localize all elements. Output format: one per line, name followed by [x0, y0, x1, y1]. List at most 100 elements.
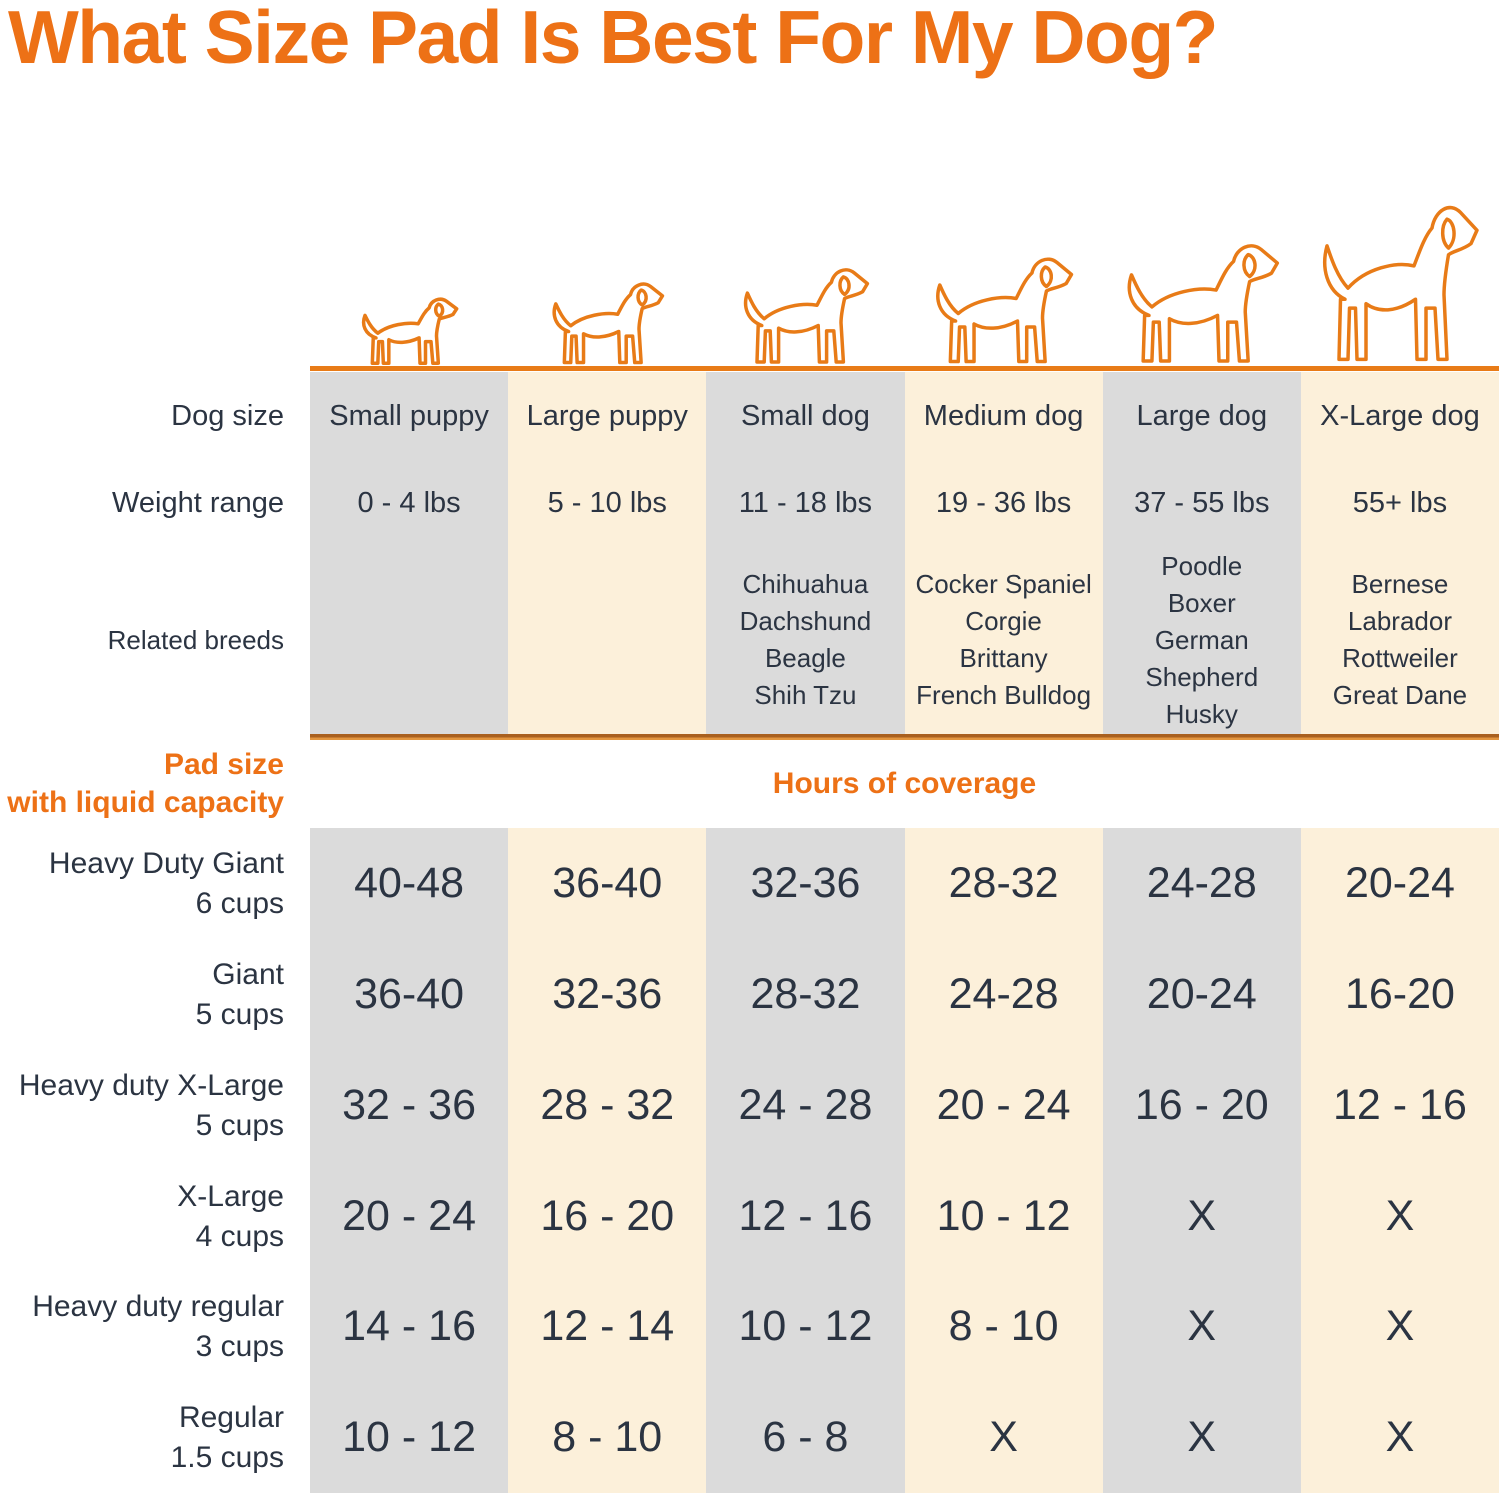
column-header: Medium dog — [923, 399, 1084, 432]
related-breeds-row: Related breeds Chihuahua Dachshund Beagl… — [0, 546, 1499, 734]
hours-cell: X — [1385, 1192, 1415, 1240]
pad-capacity: 5 cups — [195, 997, 284, 1031]
pad-capacity: 1.5 cups — [170, 1440, 284, 1474]
breeds-cell: Chihuahua Dachshund Beagle Shih Tzu — [706, 566, 904, 714]
weight-range-row: Weight range 0 - 4 lbs 5 - 10 lbs 11 - 1… — [0, 460, 1499, 546]
hours-cell: X — [1385, 1413, 1415, 1461]
column-header: Small puppy — [329, 399, 489, 432]
hours-cell: 28-32 — [750, 970, 861, 1018]
breed-item: Great Dane — [1332, 680, 1468, 710]
column-header: Small dog — [740, 399, 870, 432]
breed-item: Cocker Spaniel — [915, 569, 1092, 599]
hours-cell: 36-40 — [552, 859, 663, 907]
related-breeds-row-label: Related breeds — [107, 624, 284, 655]
pad-row-label: Heavy duty regular 3 cups — [0, 1287, 310, 1367]
hours-of-coverage-header: Hours of coverage — [772, 767, 1037, 800]
weight-cell: 19 - 36 lbs — [935, 486, 1072, 519]
column-stripe-medium-dog — [904, 372, 1103, 734]
hours-cell: 20-24 — [1146, 970, 1257, 1018]
column-stripe-medium-dog — [904, 828, 1103, 1493]
breed-item: Shih Tzu — [754, 680, 857, 710]
hours-cell: 12 - 14 — [540, 1302, 675, 1350]
hours-cell: 16-20 — [1344, 970, 1455, 1018]
pad-row-label: Regular 1.5 cups — [0, 1398, 310, 1478]
breeds-cell: Bernese Labrador Rottweiler Great Dane — [1301, 566, 1499, 714]
pad-size-label-line2: with liquid capacity — [7, 786, 284, 819]
hours-cell: 16 - 20 — [540, 1192, 675, 1240]
hours-cell: 24 - 28 — [738, 1081, 873, 1129]
pad-row-label: Giant 5 cups — [0, 955, 310, 1035]
hours-cell: 32-36 — [750, 859, 861, 907]
column-header: X-Large dog — [1320, 399, 1480, 432]
breed-item: Rottweiler — [1342, 643, 1458, 673]
dog-size-row-label: Dog size — [171, 399, 284, 432]
column-header: Large puppy — [526, 399, 688, 432]
weight-cell: 0 - 4 lbs — [357, 486, 461, 519]
hours-cell: 10 - 12 — [342, 1413, 477, 1461]
column-stripe-small-puppy — [310, 372, 509, 734]
hours-cell: 36-40 — [354, 970, 465, 1018]
hours-cell: 20-24 — [1344, 859, 1455, 907]
small-dog-icon — [733, 258, 877, 366]
breed-item: French Bulldog — [916, 680, 1092, 710]
pad-row-heavy-duty-giant: Heavy Duty Giant 6 cups 40-48 36-40 32-3… — [0, 828, 1499, 939]
hours-cell: X — [1385, 1302, 1415, 1350]
dog-size-row: Dog size Small puppy Large puppy Small d… — [0, 372, 1499, 460]
hours-cell: 24-28 — [1146, 859, 1257, 907]
breed-item: Boxer — [1167, 587, 1236, 618]
hours-cell: 32 - 36 — [342, 1081, 477, 1129]
pad-row-giant: Giant 5 cups 36-40 32-36 28-32 24-28 20-… — [0, 939, 1499, 1050]
hours-cell: 6 - 8 — [762, 1413, 849, 1461]
pad-row-x-large: X-Large 4 cups 20 - 24 16 - 20 12 - 16 1… — [0, 1161, 1499, 1272]
hours-cell: 12 - 16 — [738, 1192, 873, 1240]
pad-name: Giant — [212, 957, 284, 991]
breed-item: Brittany — [959, 643, 1048, 673]
hours-cell: X — [1187, 1413, 1217, 1461]
breed-item: Chihuahua — [742, 569, 869, 599]
breed-item: Husky — [1165, 698, 1238, 729]
hours-cell: 40-48 — [354, 859, 465, 907]
breed-item: Bernese — [1351, 569, 1449, 599]
weight-cell: 37 - 55 lbs — [1134, 486, 1270, 519]
hours-cell: 28 - 32 — [540, 1081, 675, 1129]
column-stripe-large-dog — [1102, 828, 1301, 1493]
large-puppy-dog-icon — [543, 274, 671, 366]
column-stripe-x-large-dog — [1300, 372, 1499, 734]
pad-row-label: Heavy Duty Giant 6 cups — [0, 844, 310, 924]
pad-size-row-label: Pad size with liquid capacity — [0, 746, 310, 822]
breeds-cell: Cocker Spaniel Corgie Brittany French Bu… — [905, 566, 1103, 714]
weight-cell: 11 - 18 lbs — [738, 486, 873, 519]
page-title: What Size Pad Is Best For My Dog? — [8, 0, 1218, 79]
x-large-dog-icon — [1309, 188, 1489, 366]
hours-cell: 12 - 16 — [1333, 1081, 1467, 1129]
weight-cell: 5 - 10 lbs — [547, 486, 667, 519]
column-stripe-large-dog — [1102, 372, 1301, 734]
breed-item: German Shepherd — [1145, 624, 1259, 692]
breed-item: Dachshund — [739, 606, 872, 636]
weight-range-row-label: Weight range — [112, 486, 284, 519]
column-stripe-large-puppy — [508, 828, 707, 1493]
pad-name: Regular — [178, 1400, 284, 1434]
pad-name: X-Large — [177, 1179, 284, 1213]
pad-name: Heavy duty X-Large — [18, 1068, 284, 1102]
hours-cell: 10 - 12 — [936, 1192, 1071, 1240]
hours-cell: 20 - 24 — [342, 1192, 477, 1240]
column-stripe-x-large-dog — [1300, 828, 1499, 1493]
hours-cell: 10 - 12 — [738, 1302, 873, 1350]
hours-cell: 32-36 — [552, 970, 663, 1018]
table-columns-background-bottom — [310, 828, 1499, 1493]
pad-row-regular: Regular 1.5 cups 10 - 12 8 - 10 6 - 8 X … — [0, 1382, 1499, 1493]
breeds-cell: Poodle Boxer German Shepherd Husky — [1103, 548, 1301, 733]
large-dog-icon — [1114, 231, 1289, 366]
pad-row-heavy-duty-x-large: Heavy duty X-Large 5 cups 32 - 36 28 - 3… — [0, 1050, 1499, 1161]
breed-item: Beagle — [764, 643, 846, 673]
hours-cell: 20 - 24 — [936, 1081, 1071, 1129]
pad-size-label-line1: Pad size — [163, 748, 284, 781]
column-stripe-small-dog — [706, 828, 905, 1493]
ground-line — [310, 366, 1499, 371]
hours-cell: X — [1187, 1302, 1217, 1350]
hours-cell: 8 - 10 — [948, 1302, 1059, 1350]
small-puppy-dog-icon — [354, 291, 464, 366]
hours-cell: X — [989, 1413, 1018, 1461]
